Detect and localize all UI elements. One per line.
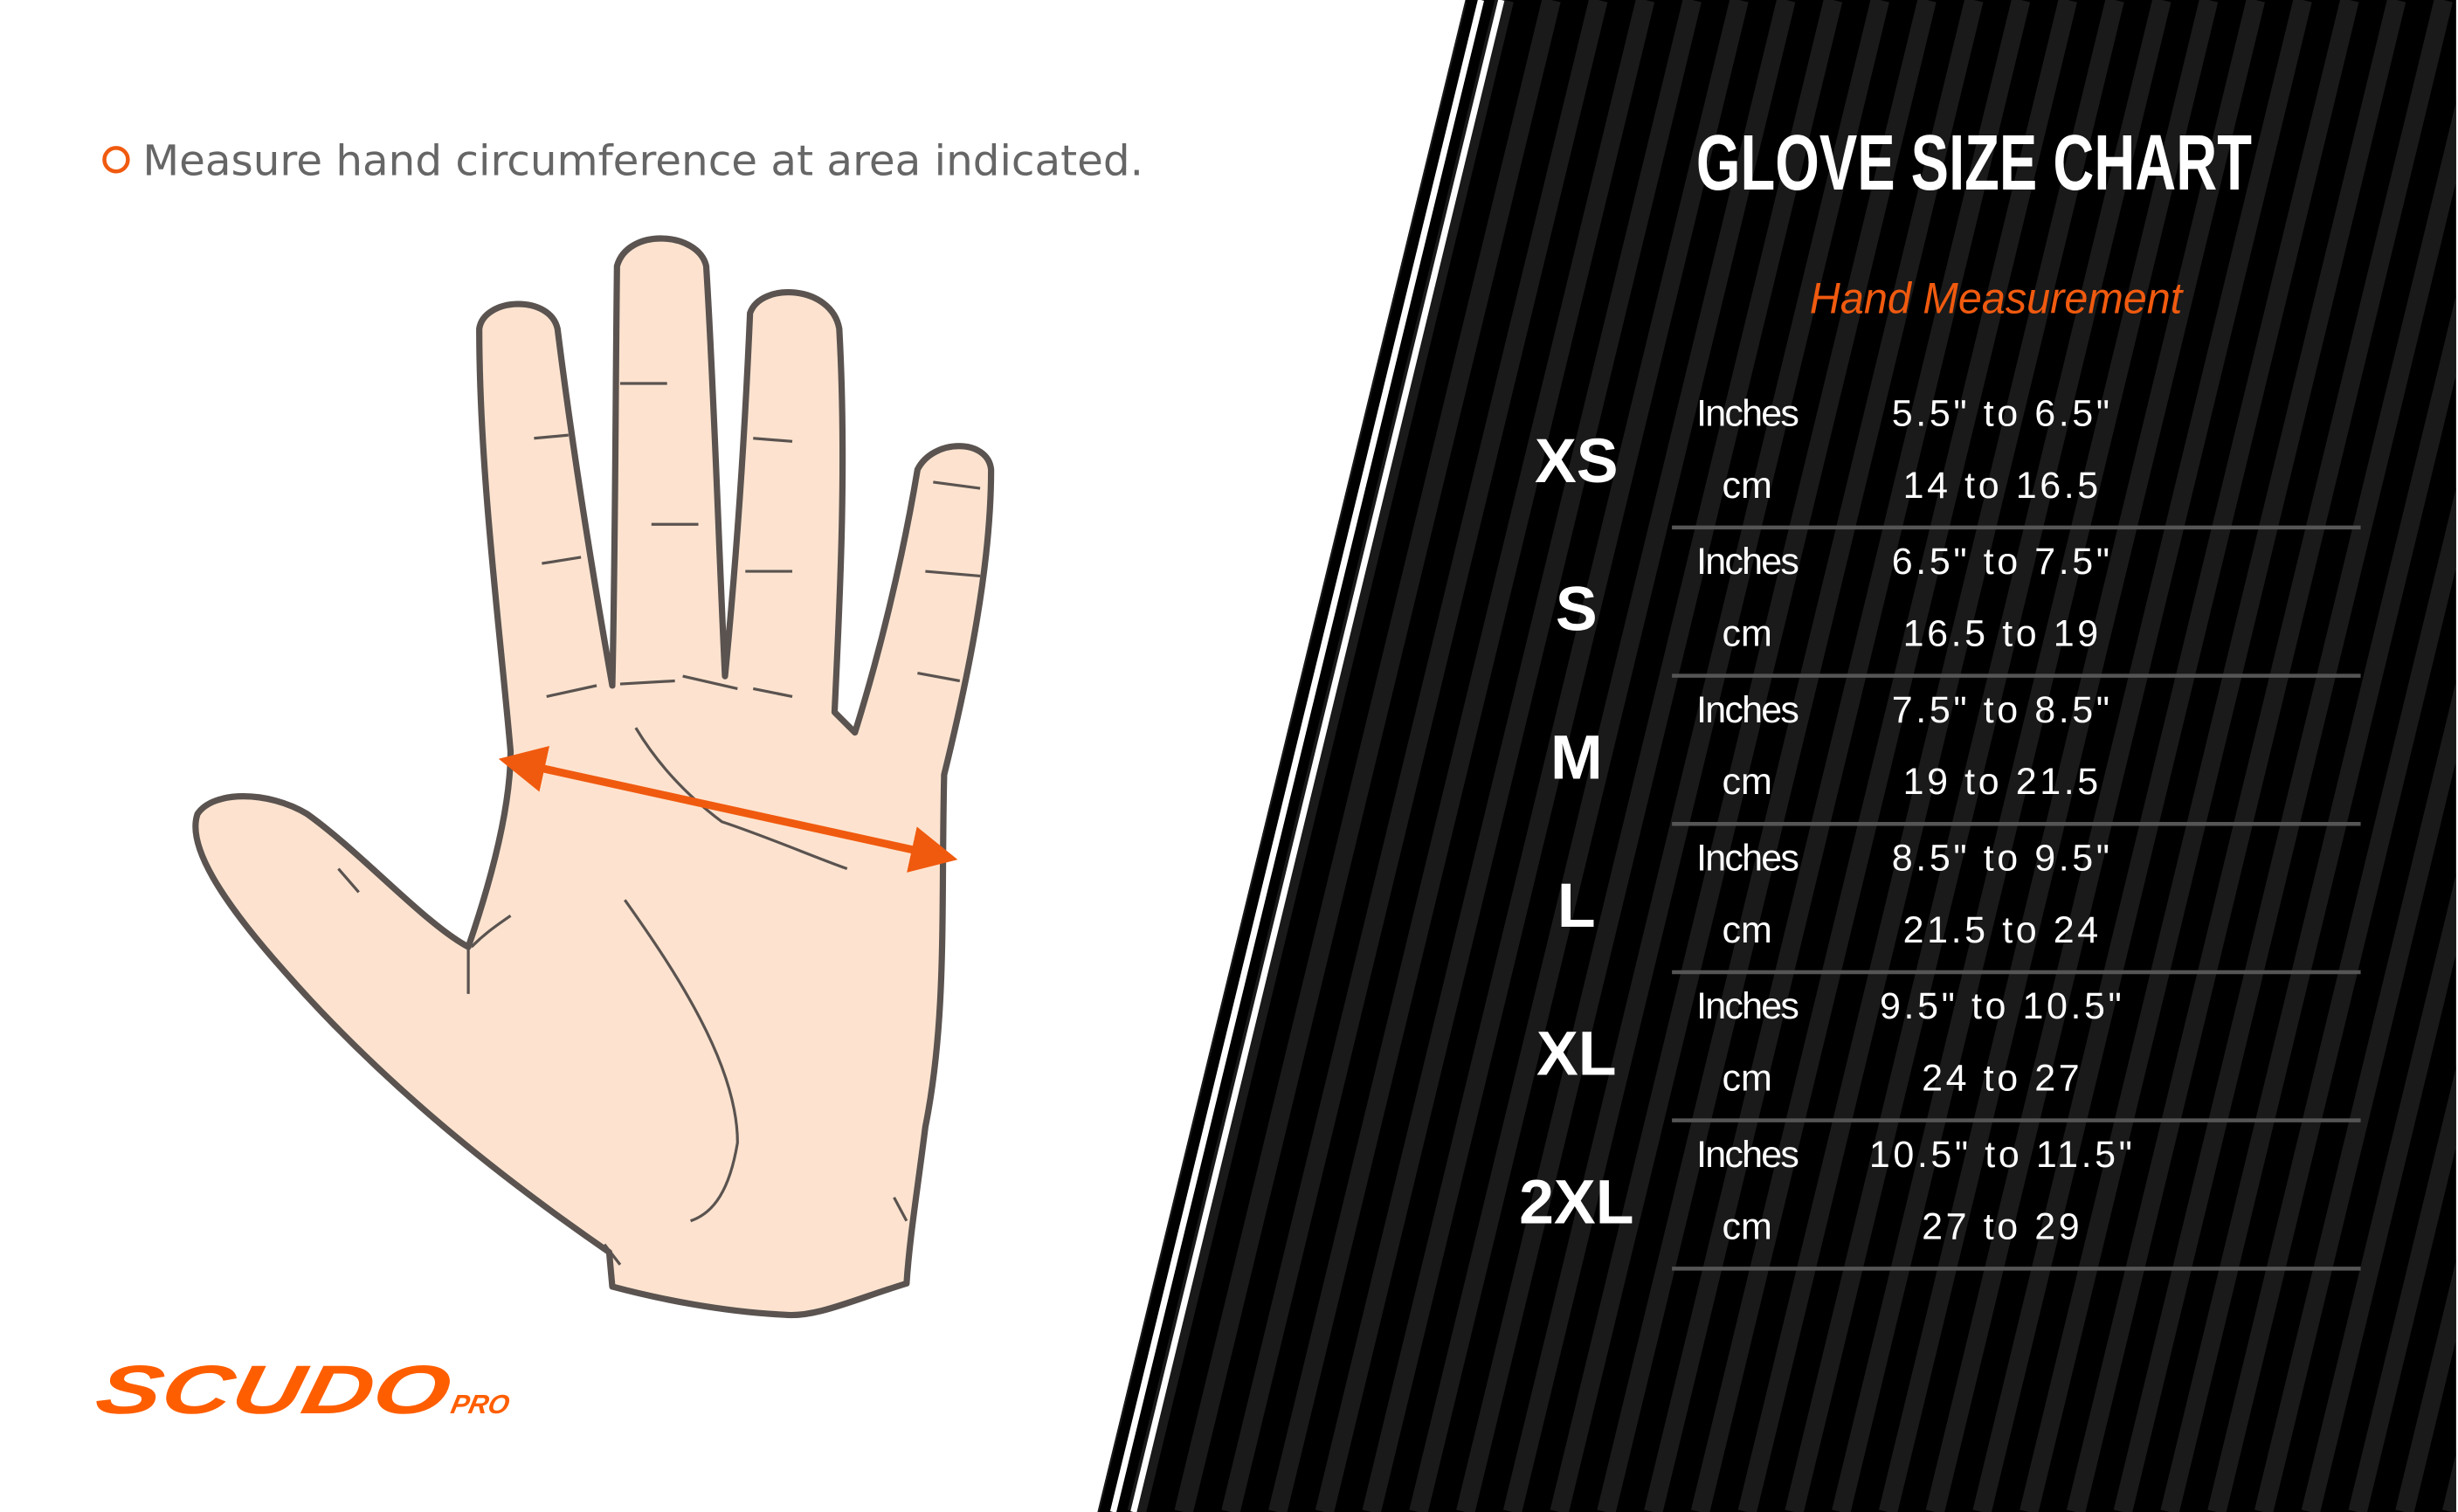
background-stripe [1409, 0, 1796, 1512]
size-label: 2XL [1519, 1167, 1633, 1237]
cm-range: 16.5 to 19 [1903, 613, 2102, 655]
unit-cm-label: cm [1722, 465, 1771, 507]
unit-inches-label: Inches [1696, 1134, 1798, 1176]
background-stripe [1597, 0, 1984, 1512]
unit-cm-label: cm [1722, 1058, 1771, 1100]
inches-range: 6.5" to 7.5" [1892, 541, 2113, 583]
cm-range: 14 to 16.5 [1903, 465, 2102, 507]
inches-range: 5.5" to 6.5" [1892, 392, 2113, 434]
background-stripe [2348, 0, 2456, 1512]
background-stripe [2254, 0, 2456, 1512]
background-stripe [1878, 0, 2265, 1512]
unit-inches-label: Inches [1696, 392, 1798, 434]
cm-range: 27 to 29 [1922, 1205, 2082, 1247]
unit-inches-label: Inches [1696, 689, 1798, 731]
background-stripe [1315, 0, 1702, 1512]
unit-cm-label: cm [1722, 613, 1771, 655]
background-stripe [1925, 0, 2312, 1512]
size-table: XS Inches cm 5.5" to 6.5" 14 to 16.5 S Inches c… [1519, 392, 2361, 1271]
cm-range: 21.5 to 24 [1903, 909, 2102, 951]
background-stripe [1785, 0, 2171, 1512]
measurement-arrow [498, 745, 958, 873]
background-stripe [1362, 0, 1749, 1512]
background-stripe [1690, 0, 2077, 1512]
inches-range: 10.5" to 11.5" [1869, 1134, 2136, 1176]
unit-cm-label: cm [1722, 909, 1771, 951]
cm-range: 24 to 27 [1922, 1058, 2082, 1100]
instruction-text: Measure hand circumference at area indic… [142, 137, 1143, 186]
size-label: L [1557, 871, 1596, 941]
background-stripe [2066, 0, 2453, 1512]
background-stripe [1456, 0, 1843, 1512]
background-stripe [1972, 0, 2359, 1512]
size-label: S [1556, 575, 1598, 645]
bullet-circle-icon [102, 146, 130, 174]
background-stripe [2207, 0, 2456, 1512]
background-stripe [1268, 0, 1655, 1512]
background-stripe [1550, 0, 1937, 1512]
chart-title: GLOVE SIZE CHART [1696, 119, 2252, 206]
unit-inches-label: Inches [1696, 541, 1798, 583]
background-stripe [1737, 0, 2124, 1512]
background-stripe [2113, 0, 2456, 1512]
unit-inches-label: Inches [1696, 837, 1798, 879]
unit-inches-label: Inches [1696, 985, 1798, 1027]
background-stripe [1174, 0, 1561, 1512]
unit-cm-label: cm [1722, 761, 1771, 803]
chart-subtitle: Hand Measurement [1810, 273, 2184, 322]
unit-cm-label: cm [1722, 1205, 1771, 1247]
background-stripe [1832, 0, 2219, 1512]
logo-name: SCUDO [90, 1351, 459, 1428]
background-stripe [2160, 0, 2456, 1512]
size-label: XL [1536, 1019, 1617, 1089]
inches-range: 8.5" to 9.5" [1892, 837, 2113, 879]
logo-suffix: PRO [448, 1389, 512, 1419]
background-stripe [2020, 0, 2406, 1512]
inches-range: 7.5" to 8.5" [1892, 689, 2113, 731]
size-label: M [1550, 722, 1603, 792]
background-stripe [2301, 0, 2456, 1512]
background-stripe [1644, 0, 2031, 1512]
background-stripe [1221, 0, 1608, 1512]
inches-range: 9.5" to 10.5" [1880, 985, 2124, 1027]
scudo-pro-logo: SCUDO PRO [90, 1351, 513, 1428]
cm-range: 19 to 21.5 [1903, 761, 2102, 803]
background-stripe [1502, 0, 1889, 1512]
size-label: XS [1535, 426, 1619, 496]
chart-panel [1089, 0, 2456, 1512]
